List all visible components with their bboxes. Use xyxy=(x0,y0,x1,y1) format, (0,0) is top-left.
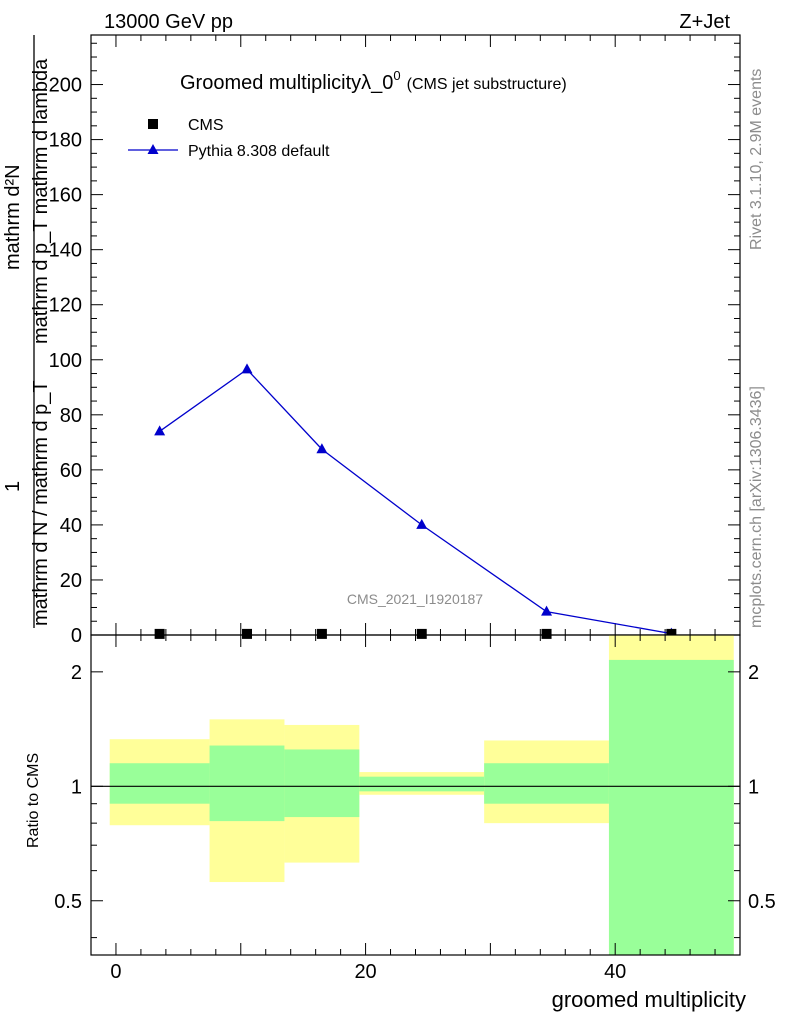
ratio-xtick-label: 0 xyxy=(110,961,121,983)
analysis-label: CMS_2021_I1920187 xyxy=(347,591,483,607)
cms-point xyxy=(541,628,552,639)
x-axis-label: groomed multiplicity xyxy=(552,987,746,1012)
main-ytick-label: 60 xyxy=(60,460,82,482)
ratio-band-green xyxy=(484,763,609,804)
pythia-line xyxy=(159,368,672,635)
chart-title-superscript: 0 xyxy=(393,68,400,83)
legend-pythia-label: Pythia 8.308 default xyxy=(188,143,330,160)
process-label: Z+Jet xyxy=(679,11,730,33)
main-ytick-label: 180 xyxy=(49,130,82,152)
ratio-panel: 0.5 0.51 12 20 20 40 Ratio to CMS groomed mul… xyxy=(25,634,776,1012)
pythia-point xyxy=(416,518,428,529)
main-ylabel: mathrm d²N mathrm d p_T mathrm d lambda … xyxy=(2,35,52,628)
ylabel-line-1: mathrm d²N xyxy=(2,164,24,270)
rivet-label: Rivet 3.1.10, 2.9M events xyxy=(748,69,765,250)
ratio-band-green xyxy=(284,749,360,818)
cms-point xyxy=(666,628,677,639)
cms-point xyxy=(242,628,253,639)
energy-label: 13000 GeV pp xyxy=(104,11,233,33)
main-ytick-label: 120 xyxy=(49,295,82,317)
ratio-band-green xyxy=(608,659,734,955)
ratio-ytick-label-right: 2 xyxy=(748,662,759,684)
chart-subtitle: (CMS jet substructure) xyxy=(407,76,567,93)
ratio-axis-ticks: 0.5 0.51 12 20 20 40 xyxy=(54,635,776,983)
chart-title-main: Groomed multiplicityλ_0 xyxy=(180,72,393,94)
main-ytick-label: 200 xyxy=(49,75,82,97)
ratio-bands xyxy=(109,635,734,955)
main-panel: 0 20 40 60 80 100 120 140 160 180 200 Groomed mult… xyxy=(2,34,741,647)
ratio-ylabel: Ratio to CMS xyxy=(25,753,42,848)
pythia-point xyxy=(541,605,553,616)
main-ytick-label: 40 xyxy=(60,515,82,537)
main-ytick-label: 100 xyxy=(49,350,82,372)
cms-point xyxy=(416,628,427,639)
ratio-xtick-label: 20 xyxy=(354,961,376,983)
ratio-ytick-label: 2 xyxy=(71,662,82,684)
main-ytick-label: 20 xyxy=(60,570,82,592)
ylabel-line-4: mathrm d N / mathrm d p_T xyxy=(30,380,52,626)
main-ytick-label: 80 xyxy=(60,405,82,427)
cms-point xyxy=(316,628,327,639)
main-axis-ticks: 0 20 40 60 80 100 120 140 160 180 200 xyxy=(49,35,741,647)
main-ytick-label: 140 xyxy=(49,240,82,262)
ratio-ytick-label-right: 1 xyxy=(748,776,759,798)
site-label: mcplots.cern.ch [arXiv:1306.3436] xyxy=(748,386,765,628)
main-ytick-label: 0 xyxy=(71,625,82,647)
ratio-ytick-label-right: 0.5 xyxy=(748,891,776,913)
ratio-band-green xyxy=(109,763,210,804)
ratio-ytick-label: 1 xyxy=(71,776,82,798)
ylabel-line-2: mathrm d p_T mathrm d lambda xyxy=(30,58,52,344)
ratio-xtick-label: 40 xyxy=(604,961,626,983)
main-series xyxy=(154,363,677,639)
chart-title: Groomed multiplicityλ_00 (CMS jet substru… xyxy=(180,68,567,94)
main-ytick-label: 160 xyxy=(49,185,82,207)
pythia-point xyxy=(154,425,166,436)
cms-point xyxy=(154,628,165,639)
pythia-point xyxy=(316,443,328,454)
ratio-band-green xyxy=(209,745,285,822)
legend-cms-label: CMS xyxy=(188,117,224,134)
pythia-point xyxy=(241,363,253,374)
legend: CMS Pythia 8.308 default xyxy=(128,117,330,160)
legend-pythia-marker xyxy=(147,144,159,154)
ratio-band-green xyxy=(359,776,485,792)
ylabel-line-3: 1 xyxy=(2,481,24,492)
legend-cms-marker xyxy=(148,119,158,129)
ratio-ytick-label: 0.5 xyxy=(54,891,82,913)
